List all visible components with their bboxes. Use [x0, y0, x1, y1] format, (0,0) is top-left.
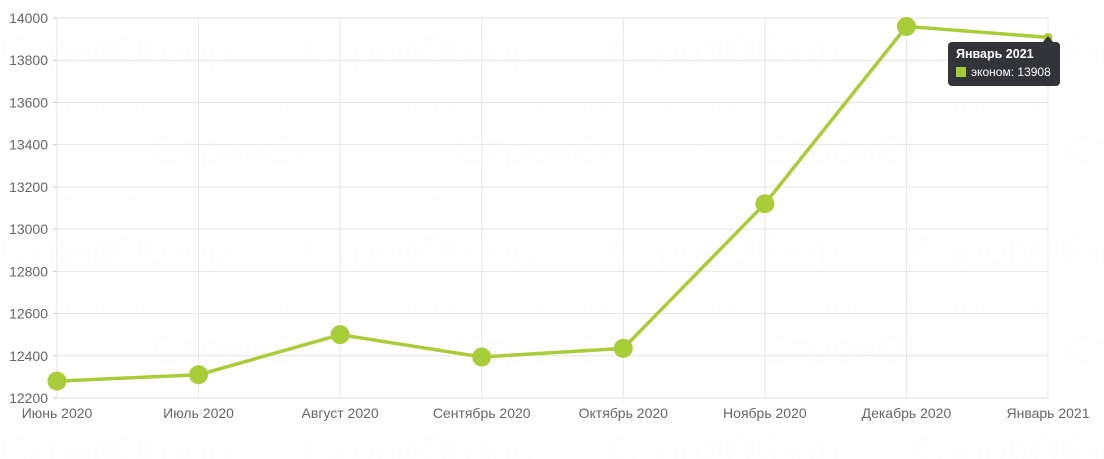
svg-text:Июнь 2020: Июнь 2020	[22, 405, 93, 421]
svg-text:13200: 13200	[9, 179, 48, 195]
svg-text:12400: 12400	[9, 348, 48, 364]
svg-text:Август 2020: Август 2020	[302, 405, 379, 421]
svg-text:Январь 2021: Январь 2021	[1006, 405, 1089, 421]
svg-text:Ноябрь 2020: Ноябрь 2020	[723, 405, 807, 421]
svg-text:Июль 2020: Июль 2020	[163, 405, 234, 421]
svg-text:13000: 13000	[9, 221, 48, 237]
svg-text:12200: 12200	[9, 390, 48, 406]
svg-text:13600: 13600	[9, 94, 48, 110]
svg-text:Сентябрь 2020: Сентябрь 2020	[433, 405, 531, 421]
svg-text:14000: 14000	[9, 10, 48, 26]
svg-text:13400: 13400	[9, 137, 48, 153]
svg-text:Декабрь 2020: Декабрь 2020	[862, 405, 952, 421]
svg-text:13800: 13800	[9, 52, 48, 68]
svg-text:Октябрь 2020: Октябрь 2020	[579, 405, 669, 421]
svg-text:12800: 12800	[9, 263, 48, 279]
svg-text:12600: 12600	[9, 306, 48, 322]
